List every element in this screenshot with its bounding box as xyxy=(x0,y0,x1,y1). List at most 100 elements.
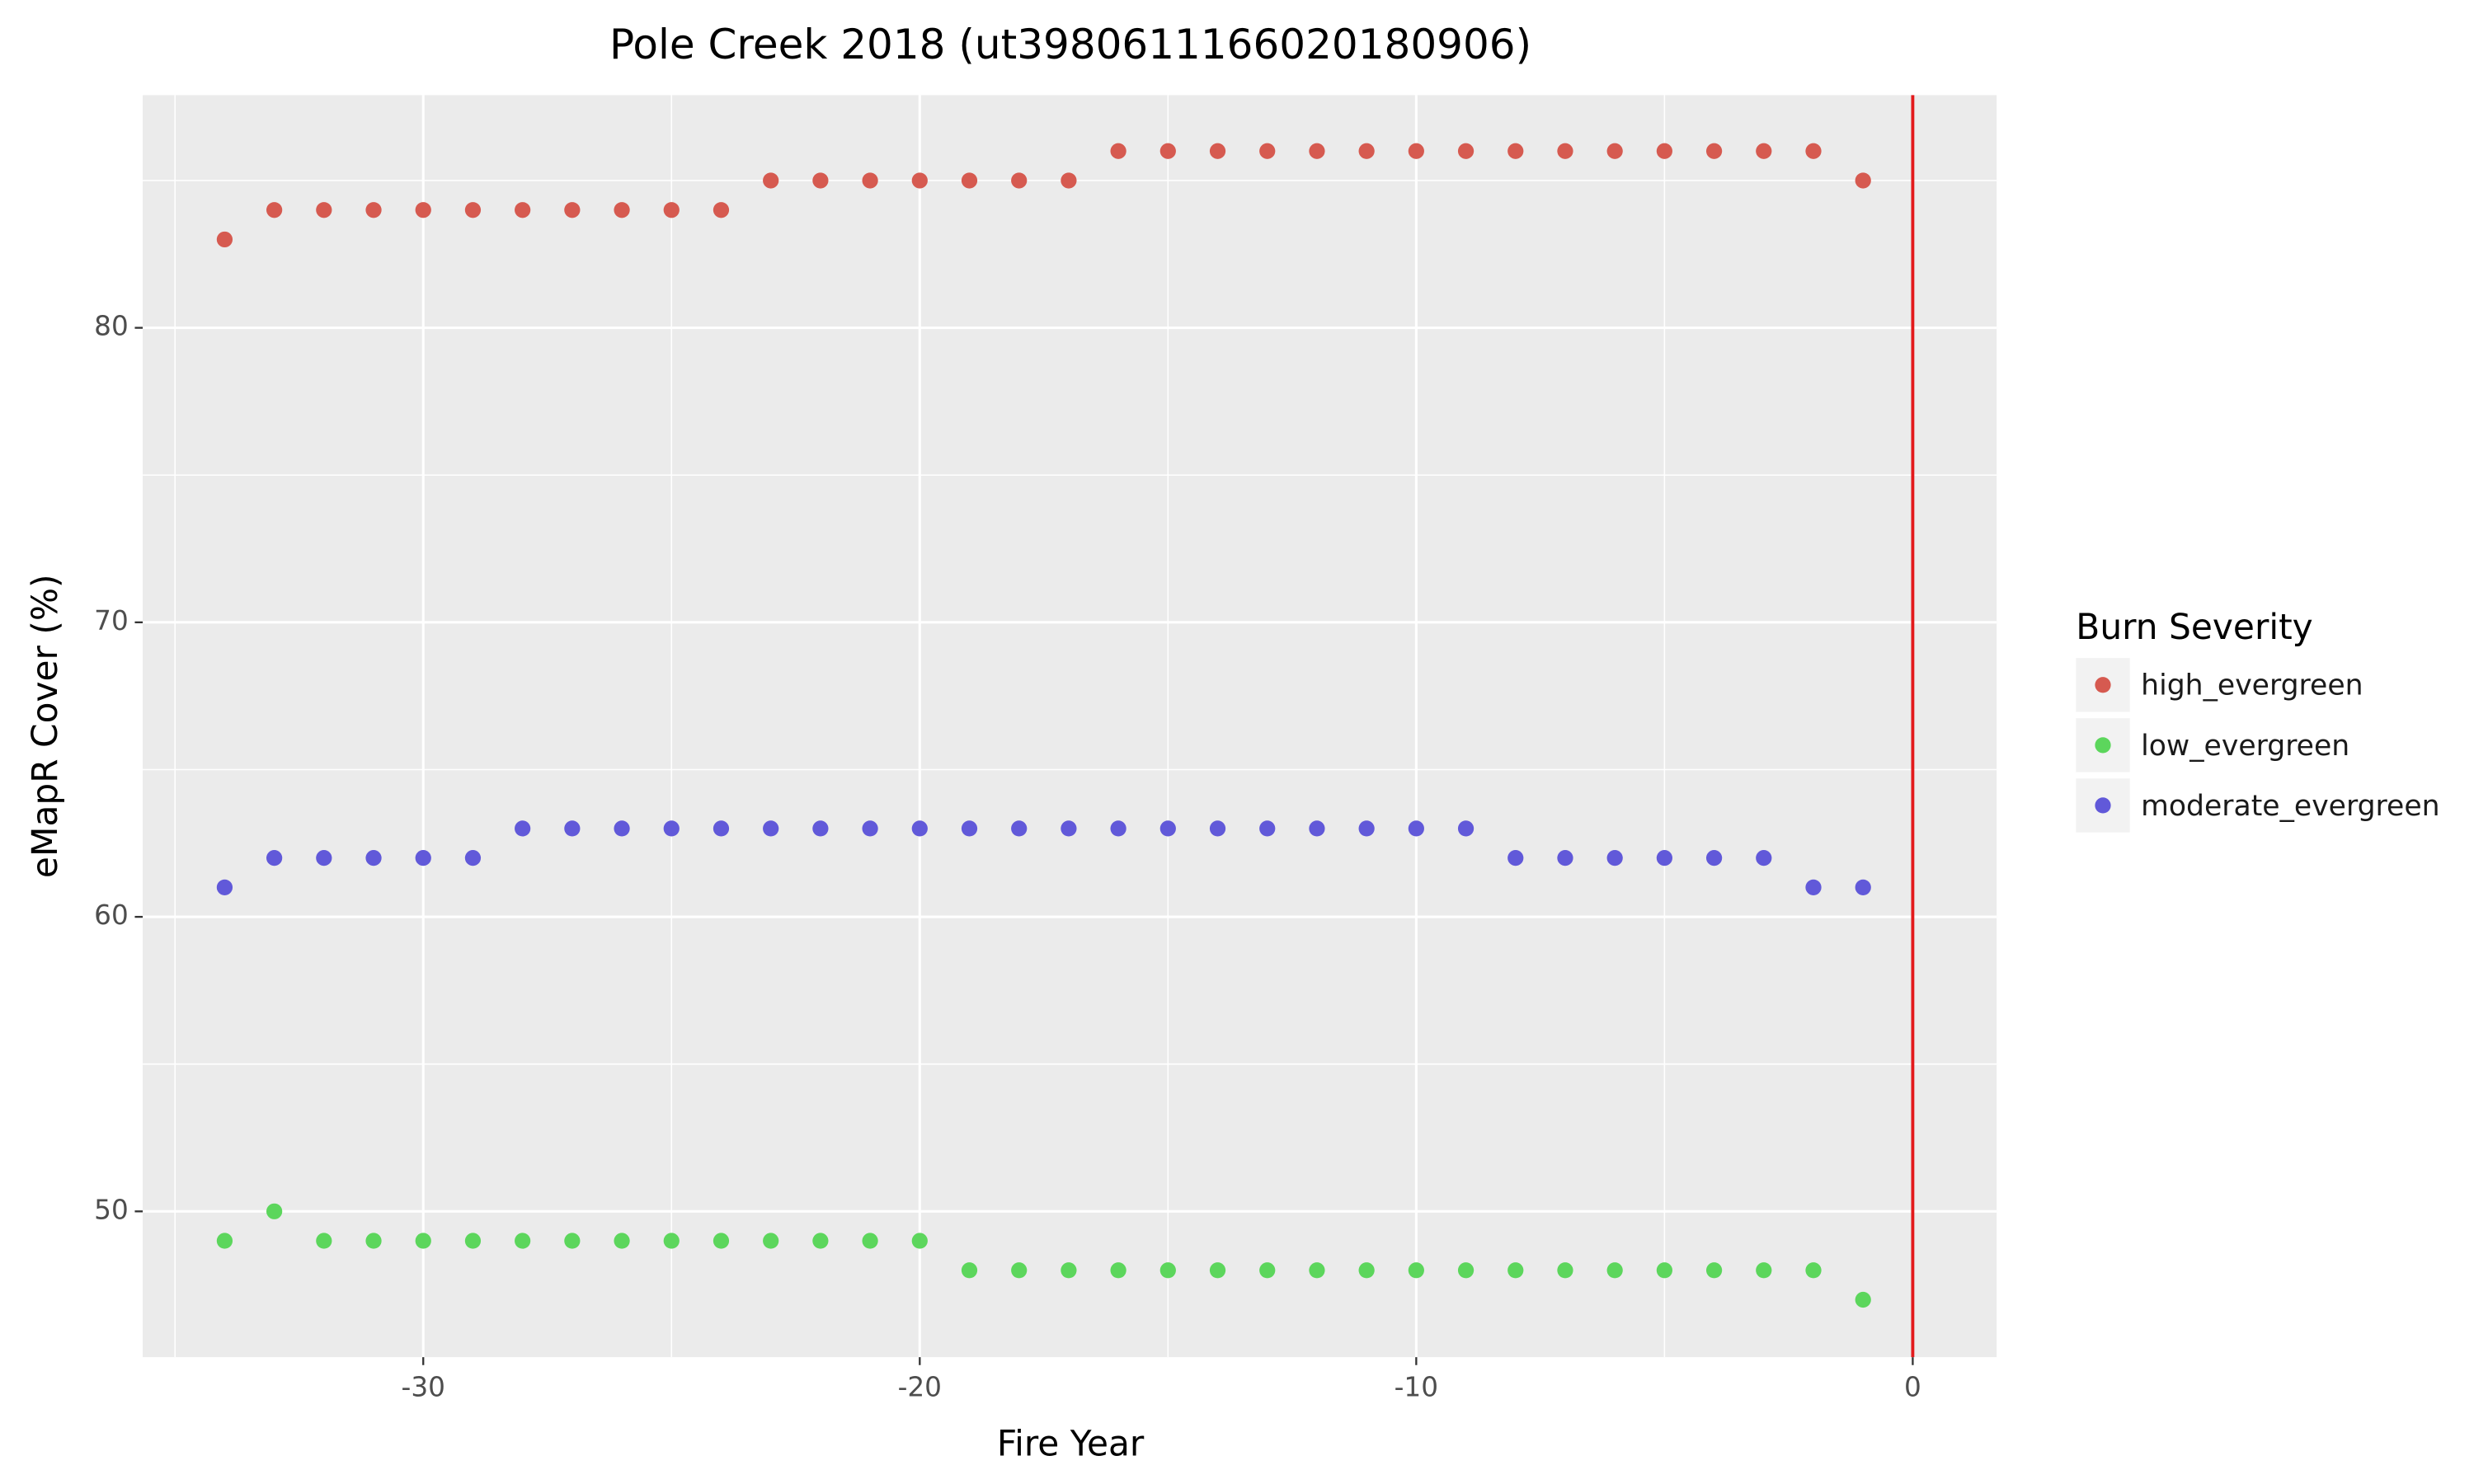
point xyxy=(1756,143,1772,159)
point xyxy=(1457,1262,1475,1279)
point xyxy=(216,1233,233,1249)
point xyxy=(614,1233,630,1249)
point xyxy=(316,202,332,218)
point xyxy=(763,172,779,189)
point xyxy=(1557,850,1573,866)
point xyxy=(1606,850,1623,866)
point xyxy=(862,1233,878,1249)
point xyxy=(1110,143,1126,159)
point xyxy=(1061,1262,1077,1279)
point xyxy=(911,1233,928,1249)
point xyxy=(1358,143,1375,159)
point xyxy=(1309,1262,1325,1279)
chart-title: Pole Creek 2018 (ut39806111660201809​06) xyxy=(609,21,1531,68)
point xyxy=(1457,143,1475,159)
point xyxy=(1855,879,1871,895)
point xyxy=(1159,1262,1176,1279)
point xyxy=(1805,1262,1822,1279)
point xyxy=(564,1233,581,1249)
point xyxy=(1457,820,1475,837)
point xyxy=(663,202,680,218)
legend-label: moderate_evergreen xyxy=(2141,790,2439,823)
y-tick-label: 70 xyxy=(94,605,129,636)
point xyxy=(1259,143,1276,159)
point xyxy=(1159,820,1176,837)
point xyxy=(1408,1262,1424,1279)
point xyxy=(564,202,581,218)
y-tick-label: 50 xyxy=(94,1194,129,1225)
point xyxy=(1209,143,1226,159)
x-axis-label: Fire Year xyxy=(997,1423,1145,1463)
point xyxy=(415,202,431,218)
point xyxy=(1209,1262,1226,1279)
point xyxy=(1805,143,1822,159)
point xyxy=(266,1203,283,1219)
point xyxy=(614,202,630,218)
point xyxy=(911,820,928,837)
point xyxy=(1805,879,1822,895)
point xyxy=(365,202,382,218)
x-tick-label: 0 xyxy=(1904,1372,1921,1403)
x-tick-label: -30 xyxy=(402,1372,445,1403)
y-tick-label: 80 xyxy=(94,311,129,342)
point xyxy=(216,231,233,248)
point xyxy=(1061,172,1077,189)
legend-marker xyxy=(2095,737,2111,754)
point xyxy=(1656,850,1672,866)
point xyxy=(1110,1262,1126,1279)
point xyxy=(614,820,630,837)
point xyxy=(713,820,730,837)
point xyxy=(812,820,829,837)
point xyxy=(1209,820,1226,837)
point xyxy=(812,172,829,189)
point xyxy=(812,1233,829,1249)
point xyxy=(763,1233,779,1249)
point xyxy=(1011,820,1028,837)
point xyxy=(316,850,332,866)
point xyxy=(713,202,730,218)
point xyxy=(266,850,283,866)
point xyxy=(1606,143,1623,159)
point xyxy=(1705,1262,1723,1279)
point xyxy=(464,850,482,866)
point xyxy=(464,1233,482,1249)
point xyxy=(1309,820,1325,837)
point xyxy=(365,850,382,866)
point xyxy=(1855,172,1871,189)
point xyxy=(1159,143,1176,159)
point xyxy=(1756,850,1772,866)
point xyxy=(1358,820,1375,837)
point xyxy=(1656,1262,1672,1279)
legend-marker xyxy=(2095,797,2111,814)
point xyxy=(1705,143,1723,159)
point xyxy=(415,850,431,866)
point xyxy=(961,820,978,837)
point xyxy=(1507,1262,1524,1279)
legend-label: low_evergreen xyxy=(2141,730,2349,763)
point xyxy=(1011,172,1028,189)
point xyxy=(961,1262,978,1279)
point xyxy=(1557,143,1573,159)
point xyxy=(266,202,283,218)
point xyxy=(216,879,233,895)
point xyxy=(515,1233,531,1249)
point xyxy=(1110,820,1126,837)
point xyxy=(1259,1262,1276,1279)
legend-label: high_evergreen xyxy=(2141,669,2363,702)
point xyxy=(1259,820,1276,837)
legend-marker xyxy=(2095,677,2111,693)
point xyxy=(663,1233,680,1249)
x-tick-label: -20 xyxy=(898,1372,942,1403)
point xyxy=(1855,1291,1871,1308)
point xyxy=(1408,820,1424,837)
point xyxy=(1705,850,1723,866)
point xyxy=(663,820,680,837)
point xyxy=(911,172,928,189)
point xyxy=(365,1233,382,1249)
y-axis-label: eMapR Cover (%) xyxy=(25,574,65,878)
point xyxy=(1756,1262,1772,1279)
point xyxy=(862,820,878,837)
point xyxy=(862,172,878,189)
point xyxy=(763,820,779,837)
plot-panel xyxy=(143,95,1997,1358)
